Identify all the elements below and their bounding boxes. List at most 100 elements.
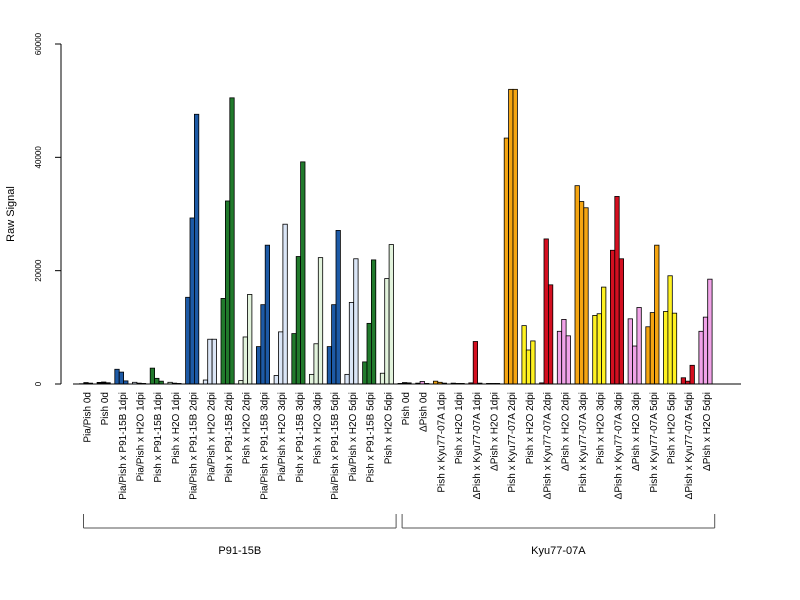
bar <box>667 275 673 385</box>
bar <box>680 377 687 385</box>
category-label: Pish x P91-15B 5dpi <box>366 392 377 483</box>
bar <box>317 257 324 385</box>
category-label: Pish x Kyu77-07A 1dpi <box>436 392 447 493</box>
bar <box>344 373 350 385</box>
bar <box>238 380 244 385</box>
category-label: ΔPish x H2O 1dpi <box>489 392 500 471</box>
bar <box>596 313 602 385</box>
bar <box>530 340 536 385</box>
bar <box>525 349 532 385</box>
bar <box>220 298 226 385</box>
category-label: Pia/Pish x H2O 1dpi <box>135 392 146 482</box>
bar <box>379 372 386 385</box>
category-label: Pia/Pish x P91-15B 1dpi <box>118 392 129 500</box>
bar <box>472 341 479 385</box>
bar <box>149 367 155 385</box>
bar <box>189 217 195 385</box>
bar <box>348 301 355 385</box>
bar <box>707 278 713 385</box>
category-label: Pish 0d <box>100 392 111 425</box>
category-label: Pia/Pish x P91-15B 3dpi <box>259 392 270 500</box>
bar <box>508 88 514 385</box>
bar <box>326 346 333 385</box>
bar <box>118 371 124 385</box>
bar <box>353 258 359 385</box>
category-label: Pish x Kyu77-07A 3dpi <box>578 392 589 493</box>
category-label: Pia/Pish x H2O 3dpi <box>277 392 288 482</box>
bar <box>592 315 598 385</box>
bar <box>291 333 297 385</box>
bar <box>636 307 642 385</box>
category-label: Pish x P91-15B 2dpi <box>224 392 235 483</box>
bar <box>663 311 669 385</box>
bar <box>565 335 571 385</box>
bar <box>154 377 160 385</box>
bar <box>556 330 563 385</box>
bar <box>614 196 620 385</box>
bar <box>384 278 390 385</box>
y-tick-label: 40000 <box>34 146 43 169</box>
bars-layer <box>79 88 713 385</box>
category-labels: Pia/Pish 0d Pish 0d Pia/Pish x P91-15B 1dp… <box>82 392 713 500</box>
bar <box>362 361 368 385</box>
bar <box>273 375 279 385</box>
bar <box>309 373 315 385</box>
bar <box>278 331 284 385</box>
category-label: Pish x H2O 2dpi <box>242 392 253 464</box>
bar <box>645 326 651 385</box>
category-label: Pish x H2O 3dpi <box>596 392 607 464</box>
bar <box>632 345 638 385</box>
bar <box>698 330 704 385</box>
bar <box>300 161 306 385</box>
bar <box>370 259 377 385</box>
y-tick-label: 20000 <box>34 259 43 282</box>
bar <box>671 312 678 385</box>
category-label: Pish x H2O 5dpi <box>666 392 677 464</box>
bar <box>207 338 213 385</box>
bar <box>627 318 633 385</box>
category-label: Pish x Kyu77-07A 5dpi <box>649 392 660 493</box>
y-axis: 0 20000 40000 60000 <box>34 32 62 386</box>
bar <box>689 364 695 385</box>
bar <box>114 368 120 385</box>
bar <box>654 244 660 385</box>
bar <box>521 325 527 385</box>
bar <box>574 185 580 385</box>
bar <box>335 230 341 385</box>
category-label: Pia/Pish x H2O 5dpi <box>348 392 359 482</box>
category-label: ΔPish x Kyu77-07A 3dpi <box>613 392 624 499</box>
category-label: Pish x H2O 1dpi <box>171 392 182 464</box>
bar <box>264 244 271 385</box>
bar <box>260 304 266 385</box>
bar <box>543 238 549 385</box>
bar <box>610 249 616 385</box>
category-label: ΔPish x H2O 2dpi <box>560 392 571 471</box>
category-label: ΔPish x H2O 5dpi <box>702 392 713 471</box>
category-label: ΔPish 0d <box>419 392 430 432</box>
bar <box>247 294 253 385</box>
bar <box>313 343 319 385</box>
bar <box>579 201 585 385</box>
category-label: Pish x P91-15B 3dpi <box>295 392 306 483</box>
bar <box>561 318 567 385</box>
category-label: ΔPish x H2O 3dpi <box>631 392 642 471</box>
category-label: Pish x H2O 2dpi <box>525 392 536 464</box>
category-label: Pish x H2O 1dpi <box>454 392 465 464</box>
bar <box>702 316 709 385</box>
category-label: ΔPish x Kyu77-07A 2dpi <box>543 392 554 499</box>
category-label: Pia/Pish x P91-15B 5dpi <box>330 392 341 500</box>
bar <box>331 304 337 385</box>
category-label: Pish x H2O 3dpi <box>312 392 323 464</box>
bar <box>295 256 302 385</box>
bar <box>649 312 656 385</box>
bar <box>503 137 510 385</box>
bar <box>185 296 191 385</box>
bar <box>193 113 200 385</box>
bar <box>512 88 518 385</box>
group-label: P91-15B <box>218 545 261 557</box>
category-label: ΔPish x Kyu77-07A 1dpi <box>472 392 483 499</box>
bar <box>255 346 262 385</box>
bar <box>618 258 625 385</box>
y-axis-label: Raw Signal <box>5 186 17 242</box>
